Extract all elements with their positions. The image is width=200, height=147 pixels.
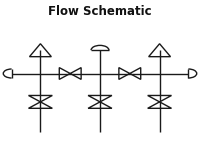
Text: Flow Schematic: Flow Schematic [48, 5, 152, 18]
